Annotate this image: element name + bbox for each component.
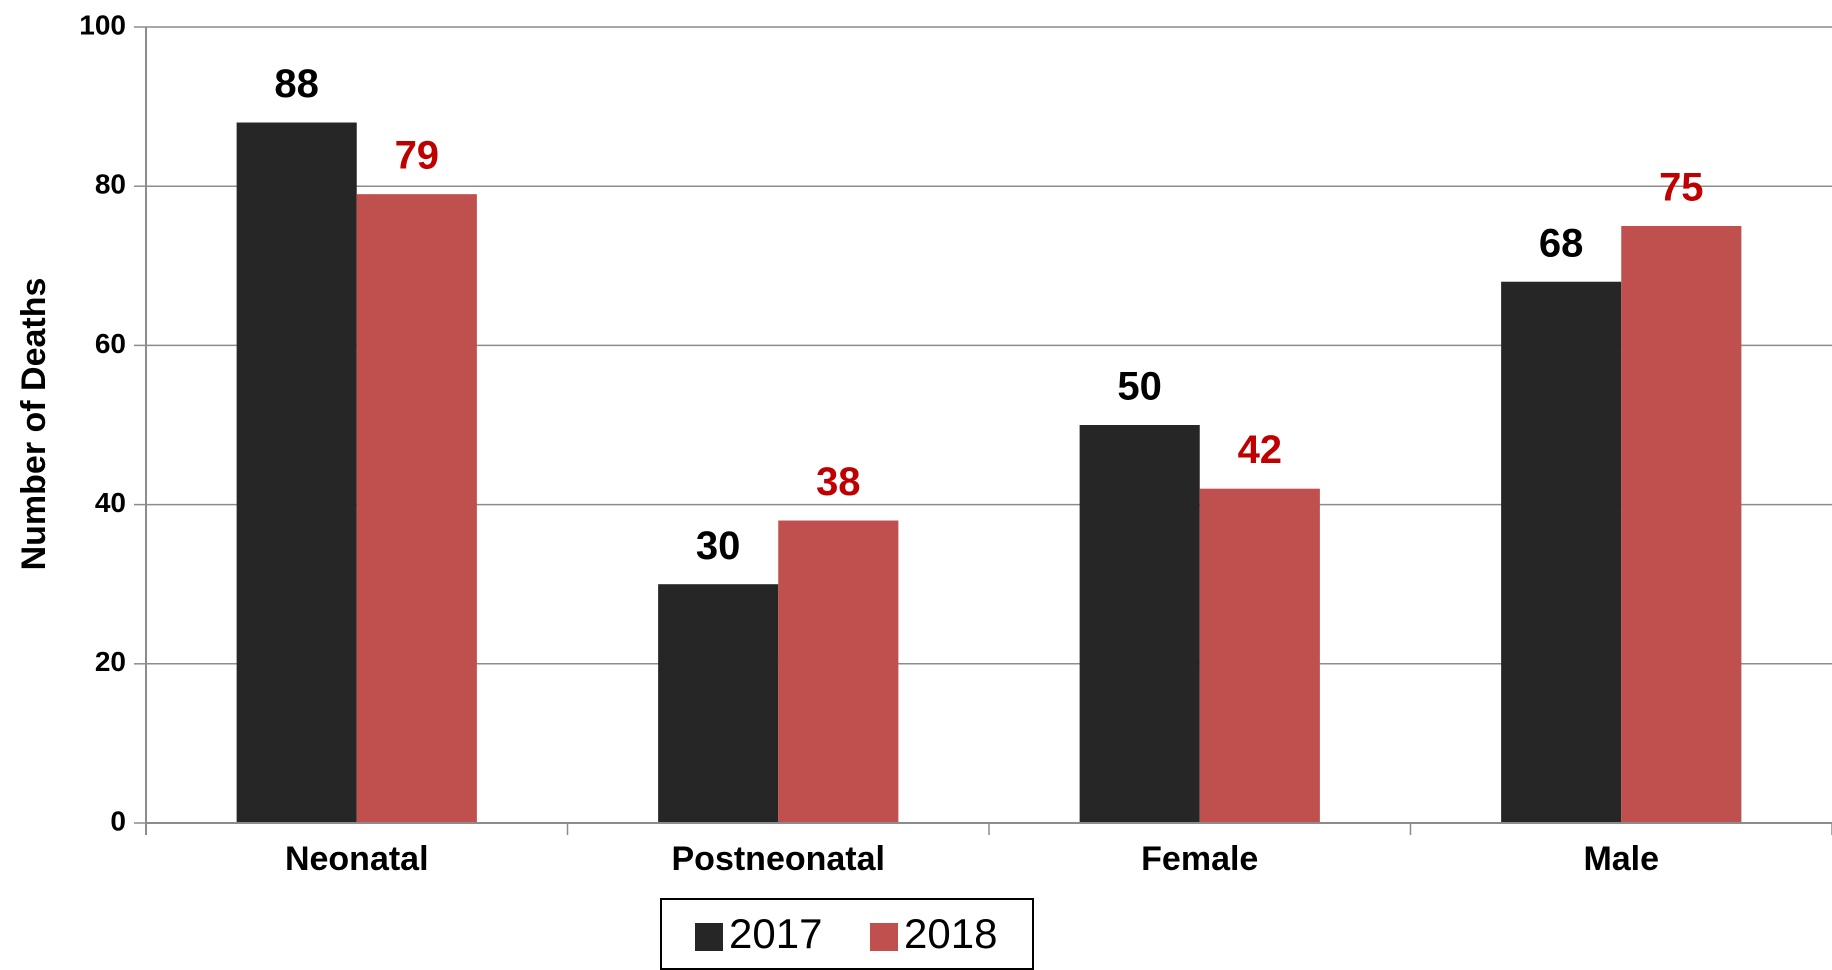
- bar: [1079, 425, 1200, 823]
- x-tick-label: Male: [1583, 840, 1659, 878]
- legend-label: 2017: [729, 910, 822, 957]
- x-tick-label: Postneonatal: [672, 840, 885, 878]
- bar: [1501, 281, 1622, 824]
- data-label: 38: [816, 460, 861, 504]
- legend-label: 2018: [904, 910, 997, 957]
- data-label: 30: [696, 524, 741, 568]
- y-tick-label: 100: [79, 9, 126, 40]
- data-label: 88: [274, 62, 319, 106]
- data-label: 79: [395, 134, 440, 178]
- y-tick-label: 60: [95, 328, 126, 359]
- bar: [1199, 488, 1320, 823]
- bar: [1621, 226, 1742, 823]
- data-label: 42: [1238, 428, 1283, 472]
- bar: [658, 584, 779, 823]
- legend-box: [660, 898, 1034, 970]
- legend-swatch: [870, 923, 898, 951]
- data-label: 68: [1539, 221, 1584, 265]
- y-axis-title: Number of Deaths: [15, 278, 53, 571]
- bar: [778, 520, 899, 823]
- x-tick-label: Neonatal: [285, 840, 429, 878]
- x-tick-label: Female: [1141, 840, 1258, 878]
- bar: [236, 122, 357, 823]
- legend: 2017 2018: [660, 898, 1034, 970]
- y-tick-label: 20: [95, 646, 126, 677]
- y-tick-label: 0: [110, 805, 126, 836]
- y-tick-label: 40: [95, 487, 126, 518]
- bar: [356, 194, 477, 823]
- y-tick-label: 80: [95, 169, 126, 200]
- data-label: 75: [1659, 166, 1704, 210]
- data-label: 50: [1117, 365, 1162, 409]
- legend-swatch: [695, 923, 723, 951]
